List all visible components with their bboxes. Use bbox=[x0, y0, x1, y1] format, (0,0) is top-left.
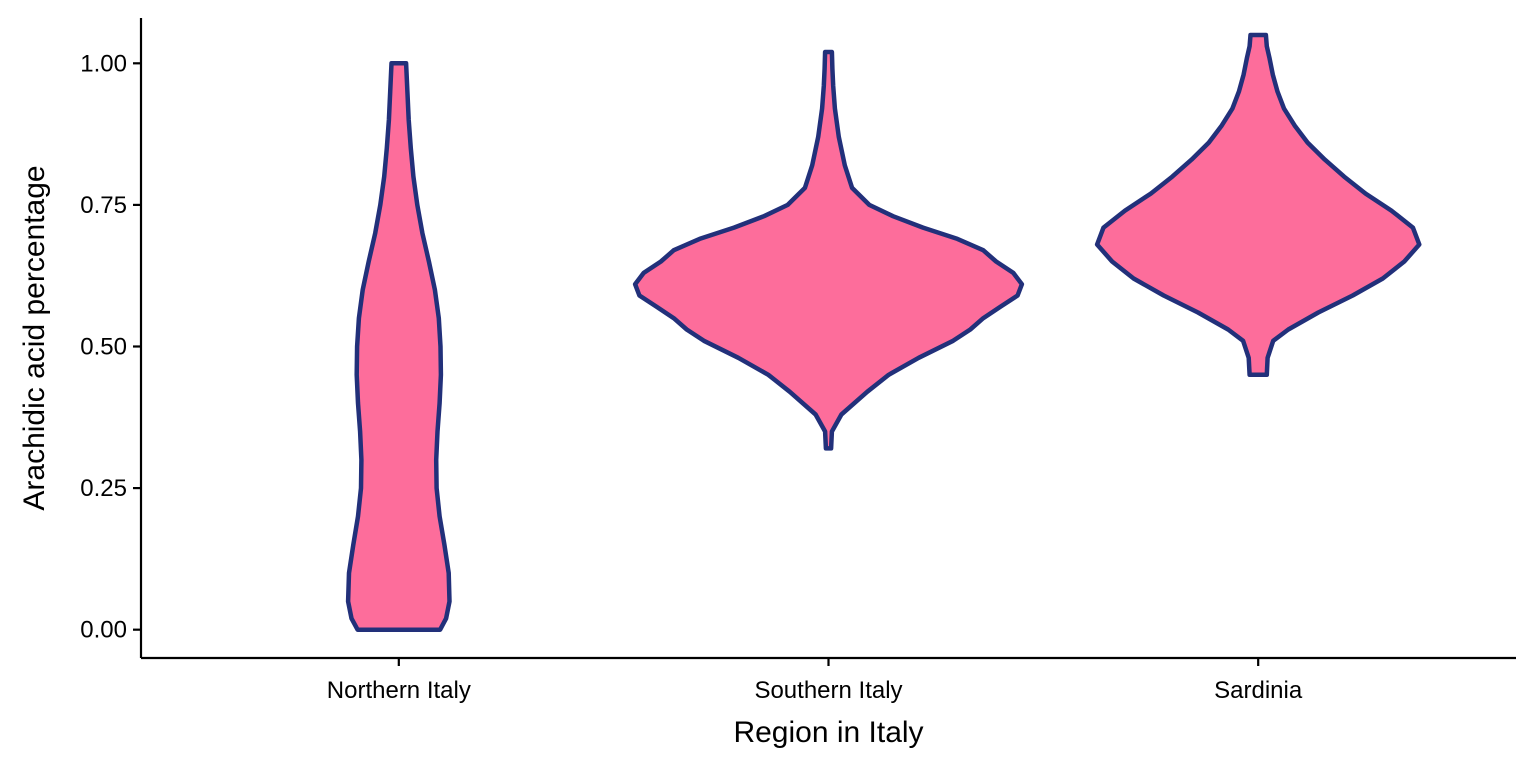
y-axis-title: Arachidic acid percentage bbox=[18, 165, 51, 510]
x-tick-label: Southern Italy bbox=[754, 677, 902, 704]
x-axis-ticks: Northern Italy Southern Italy Sardinia bbox=[327, 658, 1303, 704]
y-tick-label: 0.75 bbox=[80, 192, 127, 219]
axes: 0.00 0.25 0.50 0.75 1.00 Northern Italy South… bbox=[80, 18, 1516, 704]
y-tick-label: 0.25 bbox=[80, 475, 127, 502]
violin-northern-italy bbox=[345, 61, 452, 632]
y-axis-ticks: 0.00 0.25 0.50 0.75 1.00 bbox=[80, 50, 141, 644]
y-tick-label: 0.00 bbox=[80, 617, 127, 644]
x-tick-label: Northern Italy bbox=[327, 677, 471, 704]
x-tick-label: Sardinia bbox=[1214, 677, 1303, 704]
y-tick-label: 1.00 bbox=[80, 50, 127, 77]
violin-sardinia bbox=[1094, 32, 1422, 378]
violin-layer bbox=[345, 32, 1422, 632]
y-tick-label: 0.50 bbox=[80, 333, 127, 360]
violin-southern-italy bbox=[632, 49, 1025, 451]
x-axis-title: Region in Italy bbox=[733, 716, 923, 749]
